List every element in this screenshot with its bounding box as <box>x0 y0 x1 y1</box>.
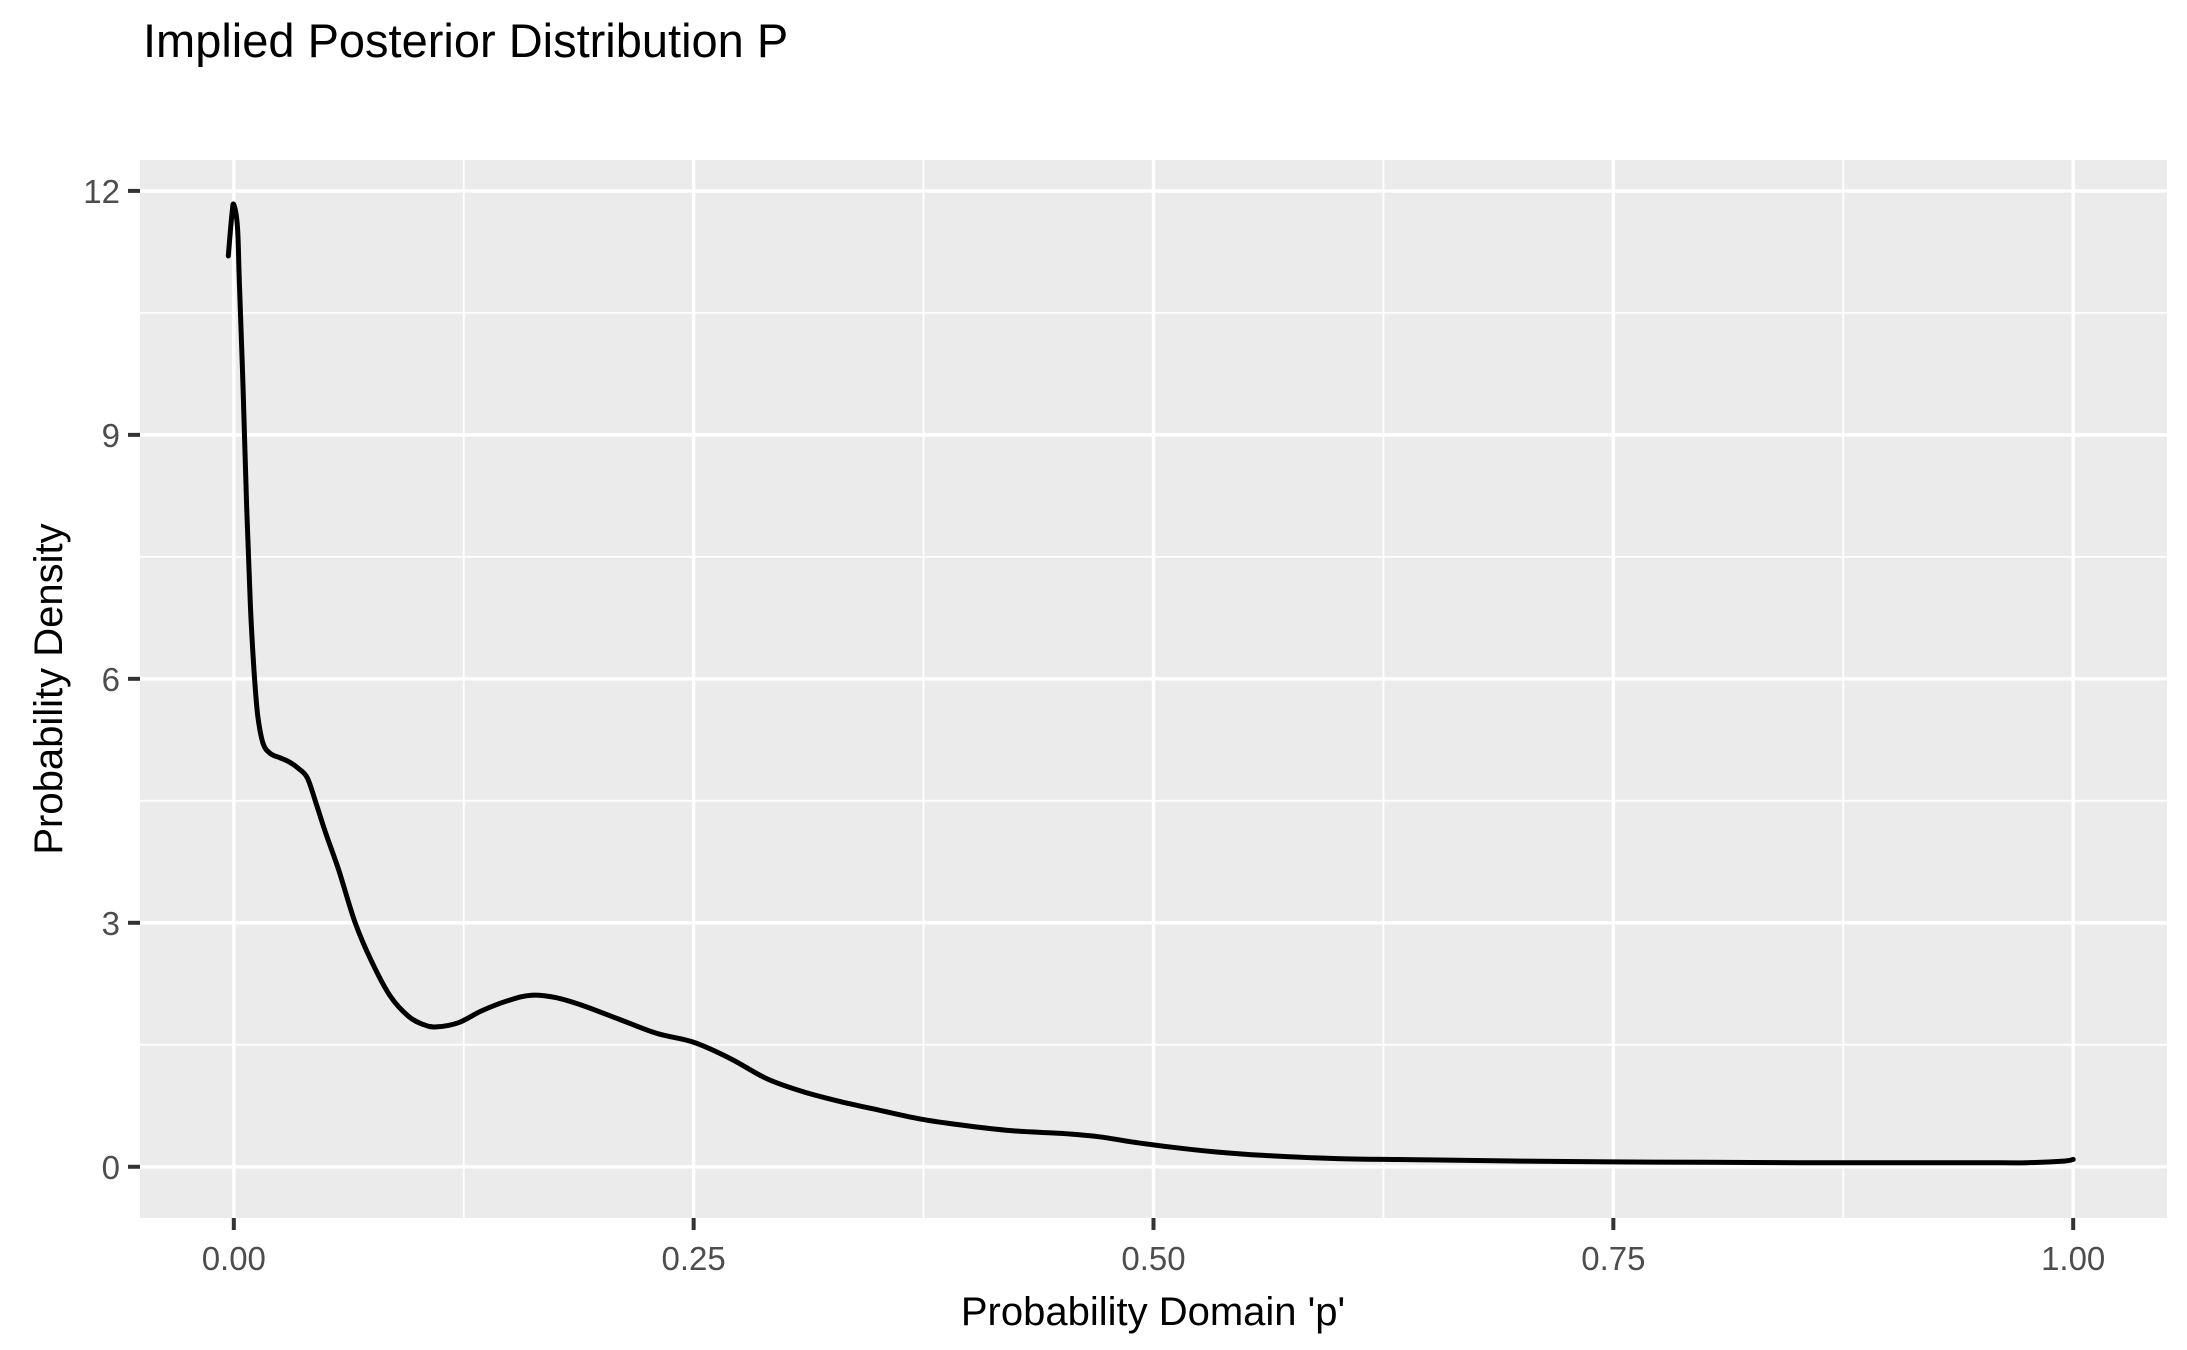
y-tick-label: 6 <box>102 661 120 698</box>
density-curve <box>225 201 2076 1166</box>
axis-tick-labels: 0.00 0.25 0.50 0.75 1.00 0 3 6 9 12 <box>83 173 2105 1277</box>
y-tick-label: 12 <box>83 173 120 210</box>
x-tick-label: 0.25 <box>662 1240 726 1277</box>
axis-tick-marks <box>128 188 2076 1230</box>
y-tick-label: 0 <box>102 1149 120 1186</box>
y-tick-label: 3 <box>102 905 120 942</box>
plot-title: Implied Posterior Distribution P <box>143 14 788 67</box>
x-axis-title: Probability Domain 'p' <box>961 1290 1345 1334</box>
x-tick-label: 0.00 <box>202 1240 266 1277</box>
x-tick-label: 0.75 <box>1581 1240 1645 1277</box>
x-tick-label: 0.50 <box>1121 1240 1185 1277</box>
y-axis-title: Probability Density <box>27 523 71 854</box>
y-tick-label: 9 <box>102 417 120 454</box>
x-tick-label: 1.00 <box>2041 1240 2105 1277</box>
